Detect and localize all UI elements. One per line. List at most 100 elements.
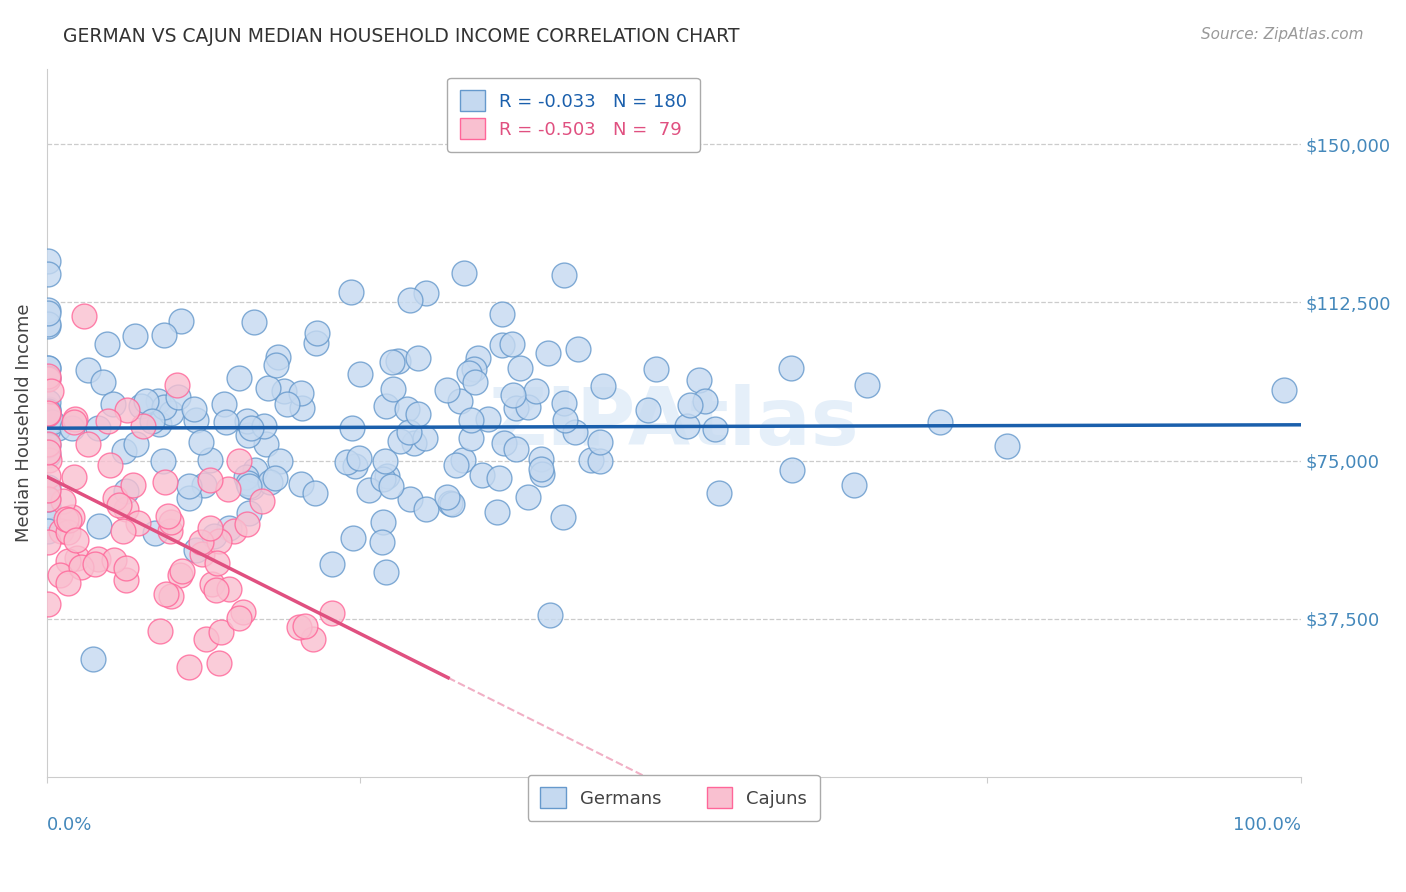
Point <box>273 384 295 399</box>
Point <box>554 413 576 427</box>
Point <box>567 342 589 356</box>
Point <box>58 554 80 568</box>
Point <box>415 502 437 516</box>
Point <box>87 518 110 533</box>
Point <box>238 475 260 490</box>
Point <box>87 552 110 566</box>
Point <box>536 346 558 360</box>
Point <box>207 556 229 570</box>
Point <box>205 583 228 598</box>
Point <box>152 454 174 468</box>
Point <box>276 396 298 410</box>
Point <box>644 361 666 376</box>
Point <box>60 510 83 524</box>
Point <box>121 478 143 492</box>
Point <box>413 431 436 445</box>
Point <box>305 336 328 351</box>
Point <box>357 483 380 497</box>
Point <box>439 496 461 510</box>
Point <box>695 393 717 408</box>
Point <box>148 624 170 639</box>
Point <box>491 307 513 321</box>
Point <box>177 491 200 505</box>
Point <box>46 421 69 435</box>
Point <box>238 479 260 493</box>
Point <box>141 414 163 428</box>
Point <box>688 373 710 387</box>
Point <box>321 558 343 572</box>
Point <box>491 338 513 352</box>
Point <box>589 435 612 450</box>
Point <box>406 351 429 365</box>
Point <box>194 632 217 646</box>
Point <box>564 425 586 439</box>
Point <box>37 361 59 376</box>
Point <box>371 472 394 486</box>
Point <box>398 425 420 440</box>
Point <box>76 437 98 451</box>
Point <box>87 420 110 434</box>
Point <box>342 531 364 545</box>
Point <box>259 475 281 490</box>
Point <box>581 452 603 467</box>
Point <box>402 435 425 450</box>
Point <box>238 506 260 520</box>
Point <box>104 491 127 505</box>
Point <box>193 477 215 491</box>
Point <box>37 438 59 452</box>
Point <box>218 521 240 535</box>
Point <box>184 412 207 426</box>
Point <box>707 485 730 500</box>
Point <box>592 379 614 393</box>
Point <box>842 478 865 492</box>
Point <box>114 444 136 458</box>
Point <box>449 394 471 409</box>
Point <box>460 431 482 445</box>
Point <box>37 413 59 427</box>
Point <box>524 384 547 398</box>
Point <box>169 568 191 582</box>
Point <box>37 597 59 611</box>
Y-axis label: Median Household Income: Median Household Income <box>15 303 32 541</box>
Point <box>228 611 250 625</box>
Point <box>115 574 138 588</box>
Point <box>129 399 152 413</box>
Point <box>228 454 250 468</box>
Point <box>97 414 120 428</box>
Point <box>37 306 59 320</box>
Point <box>198 453 221 467</box>
Point <box>676 418 699 433</box>
Point <box>60 421 83 435</box>
Point <box>209 625 232 640</box>
Point <box>342 421 364 435</box>
Point <box>63 412 86 426</box>
Point <box>371 515 394 529</box>
Point <box>228 371 250 385</box>
Point <box>477 411 499 425</box>
Point <box>235 470 257 484</box>
Text: ZIPAtlas: ZIPAtlas <box>488 384 859 461</box>
Point <box>37 422 59 436</box>
Point <box>307 326 329 341</box>
Point <box>37 407 59 421</box>
Point <box>928 416 950 430</box>
Point <box>37 302 59 317</box>
Point <box>70 560 93 574</box>
Point <box>290 476 312 491</box>
Point <box>37 267 59 281</box>
Point <box>453 266 475 280</box>
Point <box>381 383 404 397</box>
Point <box>291 401 314 416</box>
Point <box>349 367 371 381</box>
Point <box>371 535 394 549</box>
Point <box>239 421 262 435</box>
Point <box>96 336 118 351</box>
Point <box>218 582 240 596</box>
Point <box>302 632 325 647</box>
Point <box>588 453 610 467</box>
Point <box>114 501 136 516</box>
Point <box>135 394 157 409</box>
Text: 0.0%: 0.0% <box>46 815 93 833</box>
Point <box>124 329 146 343</box>
Point <box>509 360 531 375</box>
